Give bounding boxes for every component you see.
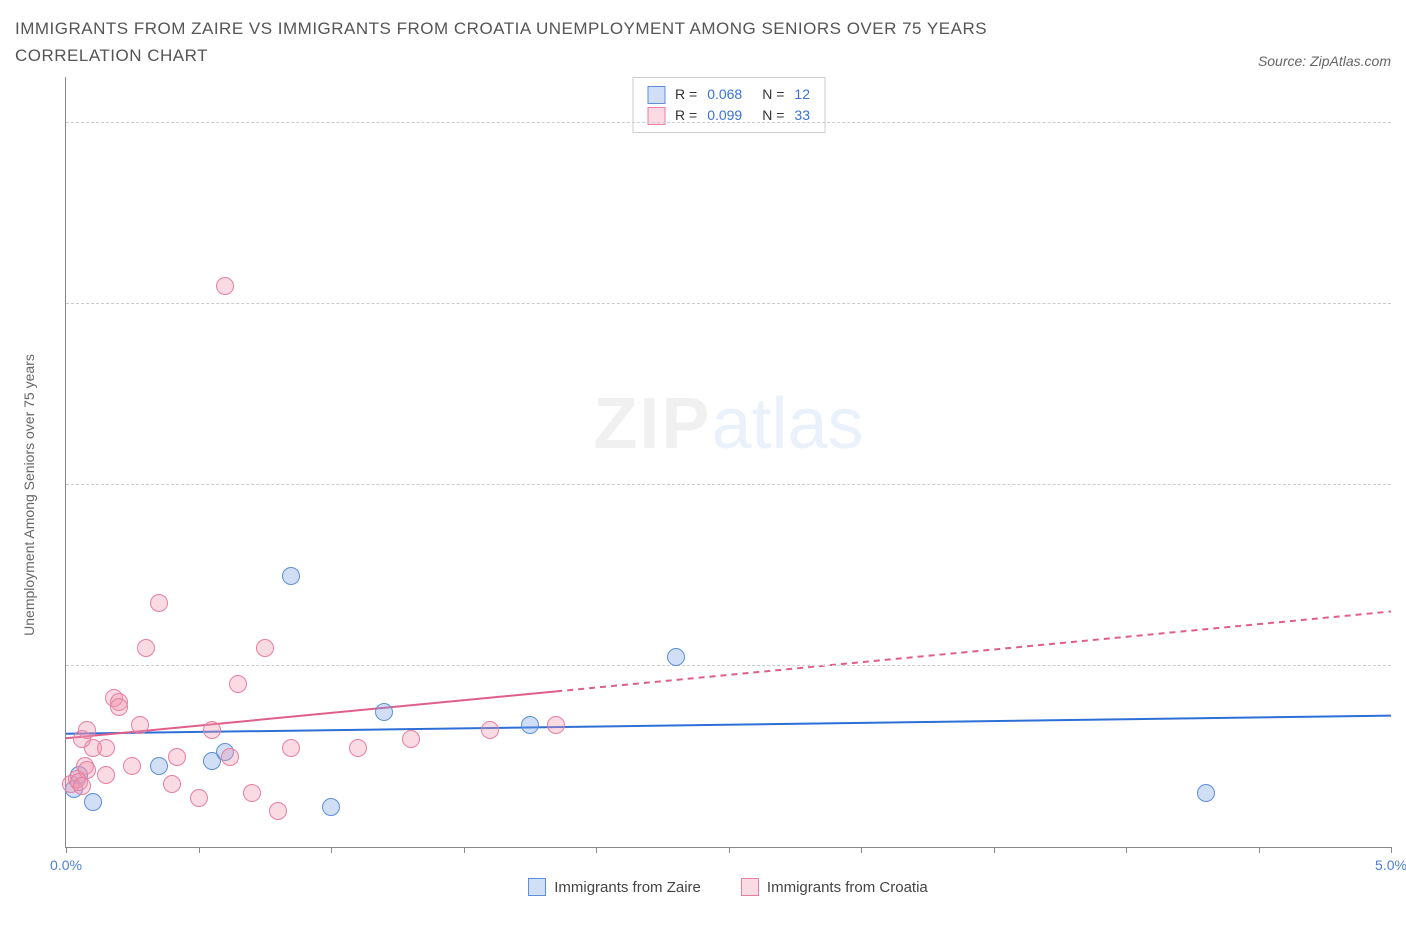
r-value: 0.068 — [707, 84, 742, 105]
x-tick — [729, 847, 730, 853]
scatter-point — [73, 777, 91, 795]
r-value: 0.099 — [707, 105, 742, 126]
scatter-point — [282, 739, 300, 757]
legend-label: Immigrants from Zaire — [554, 879, 701, 896]
scatter-point — [1197, 784, 1215, 802]
scatter-point — [243, 784, 261, 802]
source-label: Source: ZipAtlas.com — [1258, 53, 1391, 69]
scatter-point — [203, 721, 221, 739]
legend-swatch — [647, 86, 665, 104]
n-label: N = — [762, 105, 784, 126]
scatter-point — [402, 730, 420, 748]
watermark-zip: ZIP — [593, 384, 711, 464]
scatter-point — [190, 789, 208, 807]
x-tick — [331, 847, 332, 853]
scatter-point — [97, 766, 115, 784]
scatter-point — [269, 802, 287, 820]
plot-area: ZIPatlas R = 0.068N = 12R = 0.099N = 33 … — [65, 77, 1391, 848]
chart-title: IMMIGRANTS FROM ZAIRE VS IMMIGRANTS FROM… — [15, 15, 1115, 69]
scatter-point — [131, 716, 149, 734]
y-tick-label: 60.0% — [1396, 280, 1406, 296]
scatter-point — [547, 716, 565, 734]
x-tick — [1126, 847, 1127, 853]
scatter-point — [375, 703, 393, 721]
watermark: ZIPatlas — [593, 383, 863, 465]
scatter-point — [221, 748, 239, 766]
x-tick — [199, 847, 200, 853]
legend-item: Immigrants from Zaire — [528, 878, 701, 896]
r-label: R = — [675, 105, 697, 126]
gridline — [66, 665, 1391, 666]
scatter-point — [256, 639, 274, 657]
x-tick — [1259, 847, 1260, 853]
scatter-point — [322, 798, 340, 816]
x-tick-label: 5.0% — [1375, 857, 1406, 873]
scatter-point — [123, 757, 141, 775]
x-tick — [861, 847, 862, 853]
y-tick-label: 40.0% — [1396, 461, 1406, 477]
scatter-point — [168, 748, 186, 766]
x-tick — [464, 847, 465, 853]
trend-lines — [66, 77, 1391, 847]
scatter-point — [150, 594, 168, 612]
scatter-point — [216, 277, 234, 295]
scatter-point — [521, 716, 539, 734]
legend-item: Immigrants from Croatia — [741, 878, 928, 896]
legend-label: Immigrants from Croatia — [767, 879, 928, 896]
scatter-point — [667, 648, 685, 666]
x-tick-label: 0.0% — [50, 857, 82, 873]
y-axis-label: Unemployment Among Seniors over 75 years — [21, 354, 37, 636]
chart-container: Unemployment Among Seniors over 75 years… — [15, 77, 1391, 896]
series-legend: Immigrants from Zaire Immigrants from Cro… — [65, 878, 1391, 896]
scatter-point — [481, 721, 499, 739]
correlation-row: R = 0.099 N = 33 — [647, 105, 810, 126]
scatter-point — [78, 761, 96, 779]
gridline — [66, 303, 1391, 304]
x-tick — [1391, 847, 1392, 853]
x-tick — [596, 847, 597, 853]
gridline — [66, 484, 1391, 485]
title-row: IMMIGRANTS FROM ZAIRE VS IMMIGRANTS FROM… — [15, 15, 1391, 69]
y-tick-label: 80.0% — [1396, 99, 1406, 115]
legend-swatch — [741, 878, 759, 896]
scatter-point — [163, 775, 181, 793]
scatter-point — [282, 567, 300, 585]
scatter-point — [150, 757, 168, 775]
watermark-atlas: atlas — [711, 384, 863, 464]
scatter-point — [137, 639, 155, 657]
n-value: 12 — [794, 84, 810, 105]
n-label: N = — [762, 84, 784, 105]
correlation-legend: R = 0.068 N = 12 R = 0.099 N = 33 — [632, 77, 825, 133]
scatter-point — [349, 739, 367, 757]
x-tick — [994, 847, 995, 853]
y-tick-label: 20.0% — [1396, 642, 1406, 658]
gridline — [66, 122, 1391, 123]
scatter-point — [97, 739, 115, 757]
legend-swatch — [528, 878, 546, 896]
r-label: R = — [675, 84, 697, 105]
scatter-point — [229, 675, 247, 693]
n-value: 33 — [794, 105, 810, 126]
scatter-point — [110, 698, 128, 716]
x-tick — [66, 847, 67, 853]
scatter-point — [84, 793, 102, 811]
correlation-row: R = 0.068 N = 12 — [647, 84, 810, 105]
scatter-point — [78, 721, 96, 739]
